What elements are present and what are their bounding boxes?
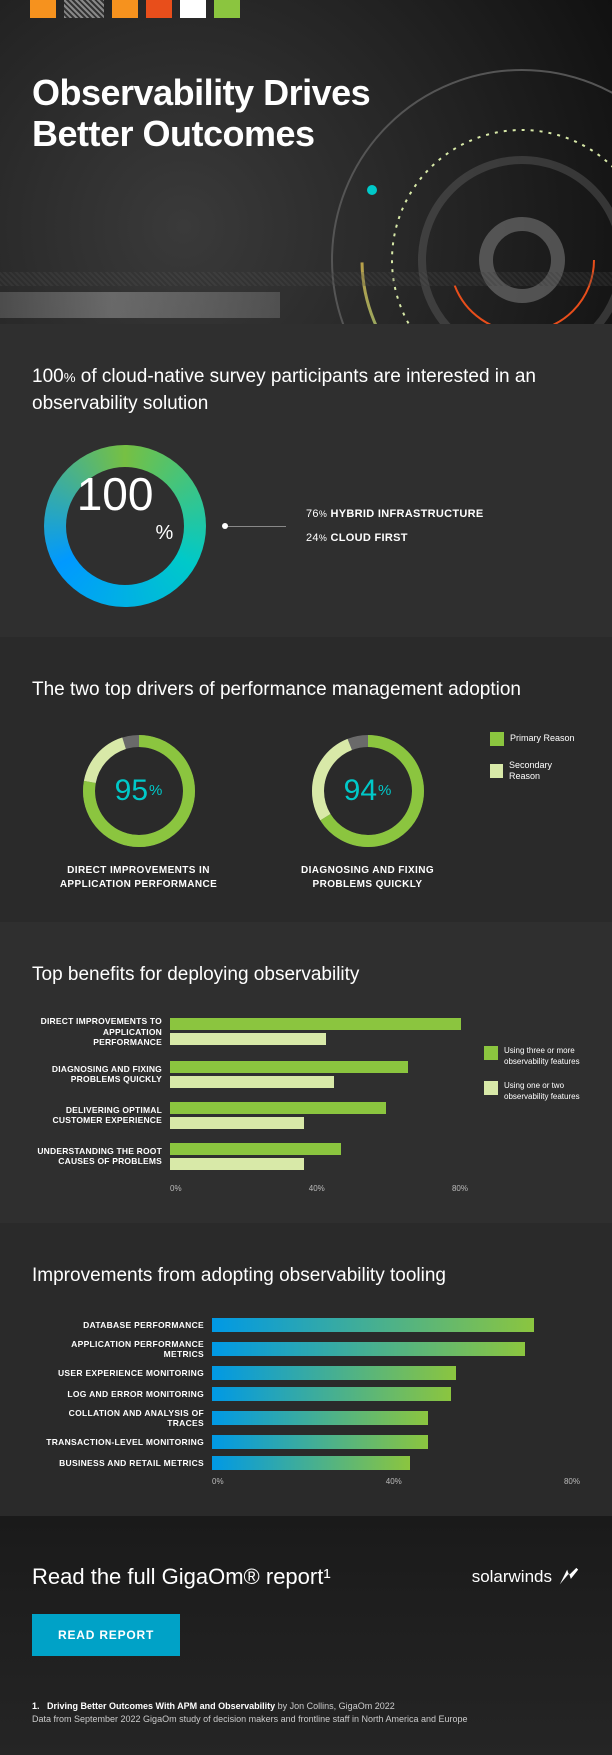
improve-row: BUSINESS AND RETAIL METRICS: [32, 1456, 580, 1470]
section-improvements-heading: Improvements from adopting observability…: [32, 1263, 580, 1290]
improve-row: TRANSACTION-LEVEL MONITORING: [32, 1435, 580, 1449]
footer-heading: Read the full GigaOm® report¹: [32, 1564, 331, 1590]
improve-row: COLLATION AND ANALYSIS OF TRACES: [32, 1408, 580, 1428]
section-interest-heading: 100% of cloud-native survey participants…: [32, 364, 580, 417]
benefits-bars: DIRECT IMPROVEMENTS TOAPPLICATION PERFOR…: [32, 1016, 468, 1193]
donut-breakdown: 76% HYBRID INFRASTRUCTURE24% CLOUD FIRST: [306, 502, 483, 550]
donut-100-value: 100: [77, 467, 154, 521]
improve-bars: DATABASE PERFORMANCE APPLICATION PERFORMA…: [32, 1318, 580, 1486]
donut-100-chart: 100%: [44, 445, 206, 607]
read-report-button[interactable]: READ REPORT: [32, 1614, 180, 1656]
driver-ring: 94%: [309, 732, 427, 850]
benefit-row: UNDERSTANDING THE ROOTCAUSES OF PROBLEMS: [32, 1143, 468, 1170]
improve-axis: 0%40%80%: [212, 1477, 580, 1486]
brand-logo: solarwinds: [472, 1566, 580, 1588]
improve-row: APPLICATION PERFORMANCE METRICS: [32, 1339, 580, 1359]
hero-texture-strip: [0, 272, 612, 286]
brand-icon: [558, 1566, 580, 1588]
hero: Observability Drives Better Outcomes: [0, 0, 612, 324]
benefit-row: DELIVERING OPTIMALCUSTOMER EXPERIENCE: [32, 1102, 468, 1129]
page-title: Observability Drives Better Outcomes: [32, 72, 370, 155]
drivers-legend: Primary ReasonSecondary Reason: [490, 732, 580, 797]
driver-label: DIAGNOSING AND FIXINGPROBLEMS QUICKLY: [261, 864, 474, 892]
drivers-row: 95% DIRECT IMPROVEMENTS INAPPLICATION PER…: [32, 732, 580, 892]
benefit-row: DIAGNOSING AND FIXINGPROBLEMS QUICKLY: [32, 1061, 468, 1088]
section-drivers: The two top drivers of performance manag…: [0, 637, 612, 922]
footer: Read the full GigaOm® report¹ solarwinds…: [0, 1516, 612, 1755]
driver-label: DIRECT IMPROVEMENTS INAPPLICATION PERFOR…: [32, 864, 245, 892]
section-benefits-heading: Top benefits for deploying observability: [32, 962, 580, 989]
driver-item: 94% DIAGNOSING AND FIXINGPROBLEMS QUICKLY: [261, 732, 474, 892]
benefit-row: DIRECT IMPROVEMENTS TOAPPLICATION PERFOR…: [32, 1016, 468, 1047]
section-interest: 100% of cloud-native survey participants…: [0, 324, 612, 637]
improve-row: LOG AND ERROR MONITORING: [32, 1387, 580, 1401]
leader-line: [226, 526, 286, 527]
section-improvements: Improvements from adopting observability…: [0, 1223, 612, 1516]
section-benefits: Top benefits for deploying observability…: [0, 922, 612, 1223]
driver-item: 95% DIRECT IMPROVEMENTS INAPPLICATION PER…: [32, 732, 245, 892]
benefits-axis: 0%40%80%: [170, 1184, 468, 1193]
hero-metal-strip: [0, 292, 280, 318]
improve-row: USER EXPERIENCE MONITORING: [32, 1366, 580, 1380]
improve-row: DATABASE PERFORMANCE: [32, 1318, 580, 1332]
section-drivers-heading: The two top drivers of performance manag…: [32, 677, 580, 704]
hero-stripes: [0, 0, 240, 18]
footnotes: 1. Driving Better Outcomes With APM and …: [32, 1700, 580, 1727]
driver-ring: 95%: [80, 732, 198, 850]
benefits-legend: Using three or more observability featur…: [484, 1016, 580, 1193]
